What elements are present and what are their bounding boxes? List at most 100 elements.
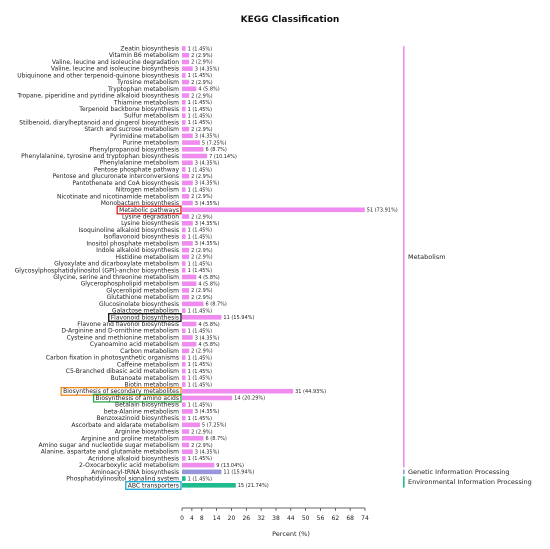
bar-value-label: 31 (44.93%) bbox=[295, 389, 326, 395]
category-label: Vitamin B6 metabolism bbox=[109, 52, 179, 59]
bar bbox=[182, 106, 186, 112]
category-label: Pentose phosphate pathway bbox=[94, 166, 180, 173]
category-label: Valine, leucine and isoleucine biosynthe… bbox=[51, 66, 179, 73]
category-row: Monobactam biosynthesis 3 (4.35%) bbox=[101, 200, 220, 207]
category-label: Monobactam biosynthesis bbox=[101, 200, 179, 207]
bar bbox=[182, 214, 190, 219]
category-label: Acridone alkaloid biosynthesis bbox=[88, 455, 179, 462]
bar bbox=[182, 200, 193, 206]
category-label: C5-Branched dibasic acid metabolism bbox=[66, 368, 179, 375]
bar-value-label: 1 (1.45%) bbox=[188, 369, 213, 375]
x-tick-label: 0 bbox=[180, 515, 184, 522]
category-row: Aminoacyl-tRNA biosynthesis 11 (15.94%) bbox=[91, 469, 254, 476]
category-row: Caffeine metabolism 1 (1.45%) bbox=[117, 361, 212, 368]
bar-value-label: 2 (2.9%) bbox=[191, 214, 212, 220]
bar bbox=[182, 462, 215, 468]
x-tick-label: 44 bbox=[287, 515, 295, 522]
bar-value-label: 1 (1.45%) bbox=[188, 234, 213, 240]
bar-value-label: 3 (4.35%) bbox=[195, 181, 220, 187]
bar-value-label: 2 (2.9%) bbox=[191, 443, 212, 449]
category-label: Glycerophospholipid metabolism bbox=[81, 281, 180, 288]
bar-value-label: 1 (1.45%) bbox=[188, 268, 213, 274]
bar-value-label: 3 (4.35%) bbox=[195, 134, 220, 140]
category-row: Glyoxylate and dicarboxylate metabolism 1… bbox=[54, 261, 212, 268]
bar bbox=[182, 52, 190, 58]
bar-value-label: 11 (15.94%) bbox=[223, 470, 254, 476]
bar bbox=[182, 409, 193, 414]
category-label: Indole alkaloid biosynthesis bbox=[96, 247, 179, 254]
category-label: Betalain biosynthesis bbox=[115, 402, 179, 409]
category-label: ABC transporters bbox=[128, 482, 179, 489]
category-row: Thiamine metabolism 1 (1.45%) bbox=[113, 99, 212, 106]
bar-value-label: 6 (8.7%) bbox=[206, 147, 227, 153]
bar bbox=[182, 476, 186, 481]
category-label: Cyanoamino acid metabolism bbox=[90, 341, 179, 348]
bar-value-label: 2 (2.9%) bbox=[191, 288, 212, 294]
bar-value-label: 3 (4.35%) bbox=[195, 66, 220, 72]
category-label: Starch and sucrose metabolism bbox=[84, 126, 179, 133]
bar-value-label: 2 (2.9%) bbox=[191, 349, 212, 355]
category-row: Glycosylphosphatidylinositol (GPI)-ancho… bbox=[15, 267, 213, 274]
category-highlight-box bbox=[116, 205, 182, 215]
bar bbox=[182, 449, 193, 454]
bar bbox=[182, 429, 190, 434]
category-row: Terpenoid backbone biosynthesis 1 (1.45%) bbox=[78, 106, 212, 113]
category-row: Ascorbate and aldarate metabolism 5 (7.25… bbox=[71, 422, 226, 429]
category-label: Phenylpropanoid biosynthesis bbox=[89, 146, 179, 153]
category-row: Phenylalanine metabolism 3 (4.35%) bbox=[100, 160, 220, 167]
x-axis-label: Percent (%) bbox=[272, 530, 310, 538]
category-label: Isoflavonoid biosynthesis bbox=[104, 234, 180, 241]
x-tick-label: 68 bbox=[346, 515, 354, 522]
bar bbox=[182, 483, 236, 488]
category-row: Lysine biosynthesis 3 (4.35%) bbox=[121, 220, 219, 227]
category-row: Inositol phosphate metabolism 3 (4.35%) bbox=[86, 240, 219, 247]
bar-value-label: 1 (1.45%) bbox=[188, 402, 213, 408]
category-label: Metabolic pathways bbox=[119, 207, 179, 214]
category-row: Acridone alkaloid biosynthesis 1 (1.45%) bbox=[88, 455, 212, 462]
bar bbox=[182, 348, 190, 354]
bar-value-label: 1 (1.45%) bbox=[188, 362, 213, 368]
category-label: Tyrosine metabolism bbox=[116, 79, 179, 86]
category-row: Phenylalanine, tyrosine and tryptophan b… bbox=[21, 153, 237, 160]
bar-value-label: 2 (2.9%) bbox=[191, 255, 212, 261]
category-row: Ubiquinone and other terpenoid-quinone b… bbox=[17, 72, 212, 79]
category-label: Glycosylphosphatidylinositol (GPI)-ancho… bbox=[15, 267, 179, 274]
bar bbox=[182, 456, 186, 461]
category-label: Thiamine metabolism bbox=[113, 99, 179, 106]
bars-layer: Zeatin biosynthesis 1 (1.45%)Vitamin B6 m… bbox=[15, 46, 398, 490]
bar-value-label: 1 (1.45%) bbox=[188, 46, 213, 52]
x-tick-label: 8 bbox=[200, 515, 204, 522]
category-highlight-box bbox=[125, 481, 182, 490]
bar bbox=[182, 382, 186, 387]
category-row: Glycine, serine and threonine metabolism… bbox=[53, 274, 220, 281]
bar-value-label: 1 (1.45%) bbox=[188, 73, 213, 79]
x-tick-label: 74 bbox=[361, 515, 369, 522]
bar bbox=[182, 402, 186, 407]
bar-value-label: 51 (73.91%) bbox=[367, 208, 398, 214]
category-label: Purine metabolism bbox=[123, 140, 179, 147]
bar bbox=[182, 220, 193, 226]
category-row: Glucosinolate biosynthesis 6 (8.7%) bbox=[99, 301, 227, 308]
category-row: Betalain biosynthesis 1 (1.45%) bbox=[115, 402, 212, 409]
x-axis: 0 4 8 14 20 26 32 38 44 50 56 62 68 74 bbox=[180, 507, 369, 522]
category-label: Ubiquinone and other terpenoid-quinone b… bbox=[17, 72, 179, 79]
bar-value-label: 1 (1.45%) bbox=[188, 308, 213, 314]
bar-value-label: 3 (4.35%) bbox=[195, 161, 220, 167]
bar-value-label: 3 (4.35%) bbox=[195, 201, 220, 207]
bar-value-label: 4 (5.8%) bbox=[198, 275, 219, 281]
category-row: Biosynthesis of secondary metabolites 31 … bbox=[60, 386, 326, 396]
bar bbox=[182, 133, 193, 139]
category-row: Pentose phosphate pathway 1 (1.45%) bbox=[94, 166, 212, 173]
category-label: Lysine biosynthesis bbox=[121, 220, 179, 227]
category-label: Pentose and glucuronate interconversions bbox=[53, 173, 179, 180]
bar bbox=[182, 46, 186, 51]
bar bbox=[182, 281, 197, 286]
bar-value-label: 1 (1.45%) bbox=[188, 228, 213, 234]
category-row: Starch and sucrose metabolism 2 (2.9%) bbox=[84, 126, 212, 133]
category-row: Biotin metabolism 1 (1.45%) bbox=[124, 382, 212, 389]
bar-value-label: 2 (2.9%) bbox=[191, 53, 212, 59]
bar bbox=[182, 435, 204, 441]
category-label: Lysine degradation bbox=[122, 214, 179, 221]
bar-value-label: 14 (20.29%) bbox=[234, 396, 265, 402]
